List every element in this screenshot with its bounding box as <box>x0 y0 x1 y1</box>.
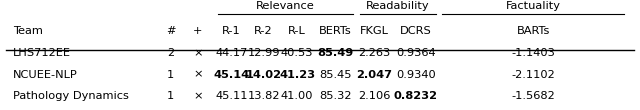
Text: -1.5682: -1.5682 <box>511 91 555 101</box>
Text: ×: × <box>193 48 202 58</box>
Text: 85.45: 85.45 <box>319 70 352 80</box>
Text: Factuality: Factuality <box>506 1 561 11</box>
Text: -2.1102: -2.1102 <box>511 70 555 80</box>
Text: 44.17: 44.17 <box>215 48 248 58</box>
Text: 2.263: 2.263 <box>358 48 390 58</box>
Text: R-2: R-2 <box>254 26 273 36</box>
Text: 41.23: 41.23 <box>279 70 315 80</box>
Text: BARTs: BARTs <box>516 26 550 36</box>
Text: 13.82: 13.82 <box>247 91 280 101</box>
Text: #: # <box>166 26 175 36</box>
Text: 45.11: 45.11 <box>215 91 248 101</box>
Text: NCUEE-NLP: NCUEE-NLP <box>13 70 77 80</box>
Text: 45.14: 45.14 <box>213 70 250 80</box>
Text: 12.99: 12.99 <box>247 48 280 58</box>
Text: Team: Team <box>13 26 42 36</box>
Text: R-L: R-L <box>288 26 306 36</box>
Text: 0.8232: 0.8232 <box>394 91 438 101</box>
Text: Relevance: Relevance <box>256 1 315 11</box>
Text: 41.00: 41.00 <box>281 91 314 101</box>
Text: 40.53: 40.53 <box>281 48 314 58</box>
Text: 14.02: 14.02 <box>246 70 282 80</box>
Text: 85.32: 85.32 <box>319 91 352 101</box>
Text: 2.047: 2.047 <box>356 70 392 80</box>
Text: DCRS: DCRS <box>400 26 432 36</box>
Text: Pathology Dynamics: Pathology Dynamics <box>13 91 129 101</box>
Text: 1: 1 <box>167 70 174 80</box>
Text: BERTs: BERTs <box>319 26 352 36</box>
Text: R-1: R-1 <box>222 26 241 36</box>
Text: 85.49: 85.49 <box>317 48 354 58</box>
Text: 0.9340: 0.9340 <box>396 70 436 80</box>
Text: 2: 2 <box>167 48 174 58</box>
Text: ×: × <box>193 70 202 80</box>
Text: +: + <box>193 26 202 36</box>
Text: 2.106: 2.106 <box>358 91 391 101</box>
Text: 1: 1 <box>167 91 174 101</box>
Text: LHS712EE: LHS712EE <box>13 48 70 58</box>
Text: Readability: Readability <box>366 1 429 11</box>
Text: -1.1403: -1.1403 <box>511 48 555 58</box>
Text: ×: × <box>193 91 202 101</box>
Text: 0.9364: 0.9364 <box>396 48 436 58</box>
Text: FKGL: FKGL <box>360 26 389 36</box>
